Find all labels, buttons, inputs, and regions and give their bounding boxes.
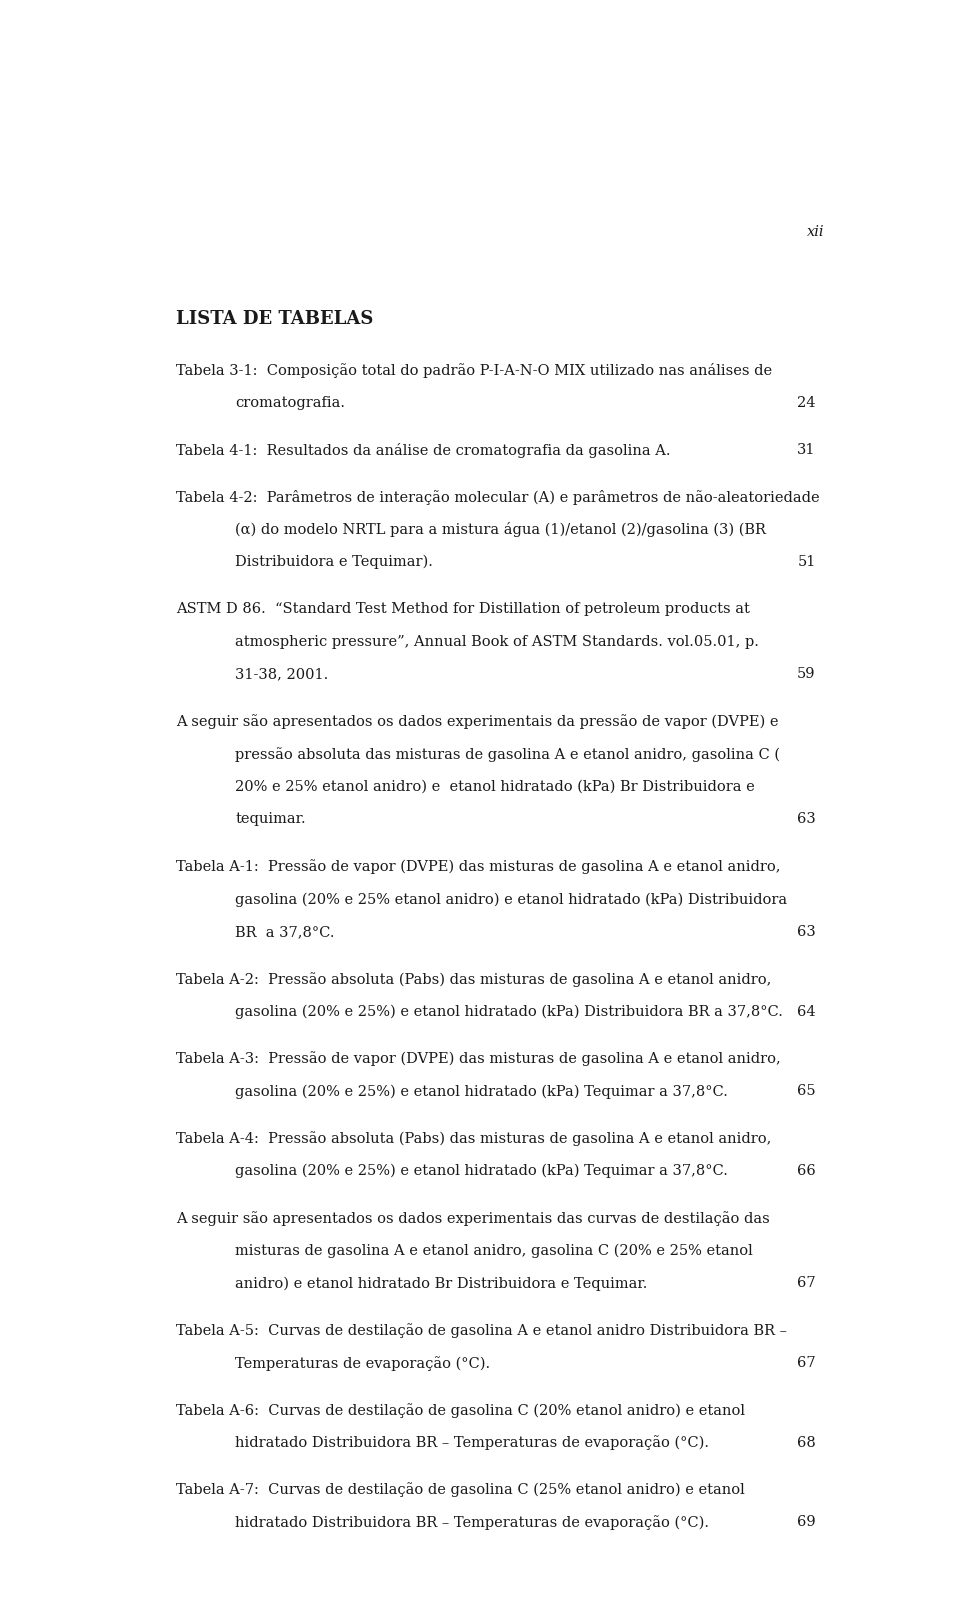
Text: 31-38, 2001.: 31-38, 2001. (235, 667, 328, 682)
Text: Tabela A-3:  Pressão de vapor (DVPE) das misturas de gasolina A e etanol anidro,: Tabela A-3: Pressão de vapor (DVPE) das … (176, 1052, 780, 1067)
Text: 20% e 25% etanol anidro) e  etanol hidratado (kPa) Br Distribuidora e: 20% e 25% etanol anidro) e etanol hidrat… (235, 780, 756, 794)
Text: xii: xii (807, 225, 825, 239)
Text: gasolina (20% e 25%) e etanol hidratado (kPa) Tequimar a 37,8°C.: gasolina (20% e 25%) e etanol hidratado … (235, 1165, 729, 1179)
Text: Tabela A-5:  Curvas de destilação de gasolina A e etanol anidro Distribuidora BR: Tabela A-5: Curvas de destilação de gaso… (176, 1323, 787, 1338)
Text: 31: 31 (797, 443, 816, 457)
Text: 68: 68 (797, 1436, 816, 1450)
Text: 69: 69 (797, 1516, 816, 1529)
Text: 65: 65 (797, 1084, 816, 1099)
Text: Tabela 4-2:  Parâmetros de interação molecular (A) e parâmetros de não-aleatorie: Tabela 4-2: Parâmetros de interação mole… (176, 489, 820, 505)
Text: hidratado Distribuidora BR – Temperaturas de evaporação (°C).: hidratado Distribuidora BR – Temperatura… (235, 1516, 709, 1530)
Text: tequimar.: tequimar. (235, 813, 306, 826)
Text: 59: 59 (797, 667, 816, 682)
Text: atmospheric pressure”, Annual Book of ASTM Standards. vol.05.01, p.: atmospheric pressure”, Annual Book of AS… (235, 635, 759, 648)
Text: cromatografia.: cromatografia. (235, 396, 346, 409)
Text: BR  a 37,8°C.: BR a 37,8°C. (235, 926, 335, 938)
Text: 63: 63 (797, 926, 816, 938)
Text: Temperaturas de evaporação (°C).: Temperaturas de evaporação (°C). (235, 1355, 491, 1371)
Text: 51: 51 (797, 555, 816, 569)
Text: 66: 66 (797, 1165, 816, 1177)
Text: gasolina (20% e 25%) e etanol hidratado (kPa) Distribuidora BR a 37,8°C.: gasolina (20% e 25%) e etanol hidratado … (235, 1004, 783, 1019)
Text: 67: 67 (797, 1277, 816, 1290)
Text: misturas de gasolina A e etanol anidro, gasolina C (20% e 25% etanol: misturas de gasolina A e etanol anidro, … (235, 1243, 753, 1258)
Text: Tabela A-1:  Pressão de vapor (DVPE) das misturas de gasolina A e etanol anidro,: Tabela A-1: Pressão de vapor (DVPE) das … (176, 860, 780, 874)
Text: 64: 64 (797, 1004, 816, 1019)
Text: gasolina (20% e 25% etanol anidro) e etanol hidratado (kPa) Distribuidora: gasolina (20% e 25% etanol anidro) e eta… (235, 892, 787, 906)
Text: gasolina (20% e 25%) e etanol hidratado (kPa) Tequimar a 37,8°C.: gasolina (20% e 25%) e etanol hidratado … (235, 1084, 729, 1099)
Text: Tabela A-7:  Curvas de destilação de gasolina C (25% etanol anidro) e etanol: Tabela A-7: Curvas de destilação de gaso… (176, 1482, 745, 1498)
Text: Tabela A-4:  Pressão absoluta (Pabs) das misturas de gasolina A e etanol anidro,: Tabela A-4: Pressão absoluta (Pabs) das … (176, 1131, 771, 1145)
Text: Tabela 3-1:  Composição total do padrão P-I-A-N-O MIX utilizado nas análises de: Tabela 3-1: Composição total do padrão P… (176, 363, 772, 379)
Text: 67: 67 (797, 1355, 816, 1370)
Text: hidratado Distribuidora BR – Temperaturas de evaporação (°C).: hidratado Distribuidora BR – Temperatura… (235, 1436, 709, 1450)
Text: ASTM D 86.  “Standard Test Method for Distillation of petroleum products at: ASTM D 86. “Standard Test Method for Dis… (176, 602, 750, 616)
Text: LISTA DE TABELAS: LISTA DE TABELAS (176, 310, 373, 327)
Text: Tabela A-6:  Curvas de destilação de gasolina C (20% etanol anidro) e etanol: Tabela A-6: Curvas de destilação de gaso… (176, 1404, 745, 1418)
Text: A seguir são apresentados os dados experimentais das curvas de destilação das: A seguir são apresentados os dados exper… (176, 1211, 770, 1225)
Text: 63: 63 (797, 813, 816, 826)
Text: (α) do modelo NRTL para a mistura água (1)/etanol (2)/gasolina (3) (BR: (α) do modelo NRTL para a mistura água (… (235, 523, 766, 537)
Text: anidro) e etanol hidratado Br Distribuidora e Tequimar.: anidro) e etanol hidratado Br Distribuid… (235, 1277, 648, 1291)
Text: Tabela 4-1:  Resultados da análise de cromatografia da gasolina A.: Tabela 4-1: Resultados da análise de cro… (176, 443, 670, 457)
Text: Tabela A-2:  Pressão absoluta (Pabs) das misturas de gasolina A e etanol anidro,: Tabela A-2: Pressão absoluta (Pabs) das … (176, 972, 771, 986)
Text: pressão absoluta das misturas de gasolina A e etanol anidro, gasolina C (: pressão absoluta das misturas de gasolin… (235, 747, 780, 762)
Text: 24: 24 (797, 396, 816, 409)
Text: Distribuidora e Tequimar).: Distribuidora e Tequimar). (235, 555, 433, 569)
Text: A seguir são apresentados os dados experimentais da pressão de vapor (DVPE) e: A seguir são apresentados os dados exper… (176, 714, 779, 730)
